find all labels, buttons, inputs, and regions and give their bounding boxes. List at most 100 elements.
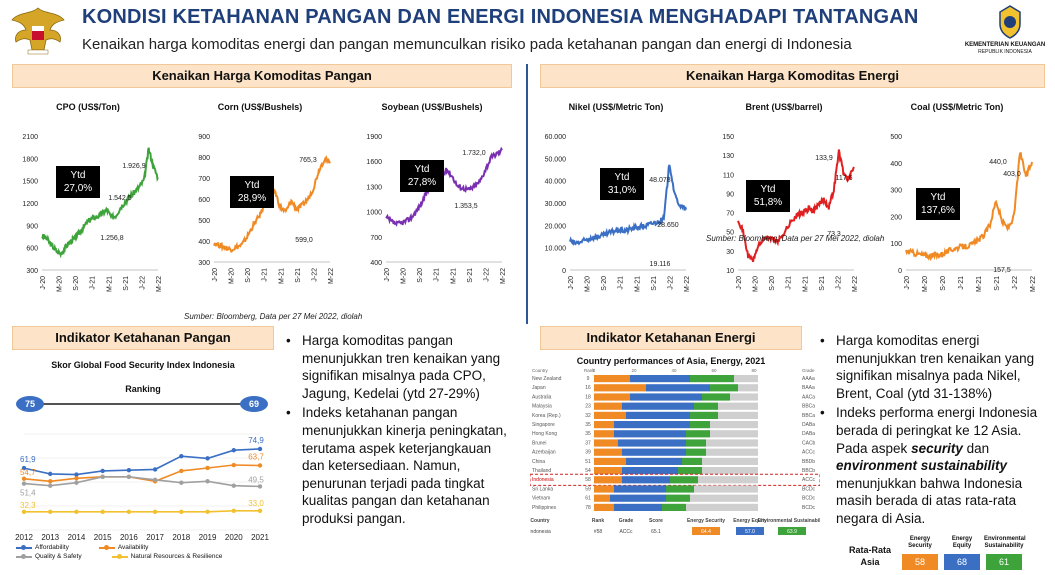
- fsi-year-label: 2015: [94, 533, 112, 542]
- xtick-label: J-22: [835, 276, 842, 290]
- energy-bar-remainder: [706, 439, 758, 447]
- energy-rank-label: 23: [585, 404, 591, 410]
- ytick-label: 1800: [22, 156, 38, 163]
- energy-rank-label: 35: [585, 422, 591, 428]
- energy-rank-label: 37: [585, 440, 591, 446]
- energy-rank-label: 78: [585, 505, 591, 511]
- xtick-label: J-20: [736, 276, 743, 290]
- ytick-label: 90: [726, 191, 734, 198]
- fsi-point: [100, 474, 105, 480]
- xtick-label: M-20: [401, 268, 408, 284]
- price-annotation: 1.926,9: [122, 163, 145, 170]
- energy-bullets: Harga komoditas energi menunjukkan tren …: [820, 332, 1048, 530]
- xtick-label: M-21: [976, 276, 983, 292]
- ytick-label: 700: [198, 176, 210, 183]
- energy-footer-box: [736, 527, 764, 535]
- ytick-label: 0: [562, 268, 566, 275]
- xtick-label: S-21: [651, 276, 658, 291]
- energy-footer-header: Score: [649, 518, 663, 524]
- energy-country-label: Australia: [532, 394, 552, 400]
- xtick-label: S-20: [940, 276, 947, 291]
- energy-grade-label: CACb: [802, 440, 816, 446]
- xtick-label: M-21: [634, 276, 641, 292]
- vertical-divider: [526, 64, 528, 324]
- xtick-label: J-20: [904, 276, 911, 290]
- energy-bar-segment: [594, 421, 614, 429]
- ytick-label: 10.000: [545, 246, 567, 253]
- price-series-line: [569, 164, 687, 247]
- fsi-point: [126, 467, 132, 473]
- fsi-annotation: 54,7: [20, 468, 36, 477]
- energy-rank-label: 32: [585, 413, 591, 419]
- fsi-point: [48, 479, 53, 484]
- fsi-point: [231, 483, 236, 488]
- ytick-label: 70: [726, 211, 734, 218]
- energy-rank-label: 51: [585, 459, 591, 465]
- energy-country-label: Singapore: [532, 422, 555, 428]
- fsi-point: [126, 509, 132, 515]
- fsi-point: [48, 483, 53, 488]
- price-chart-title-0: CPO (US$/Ton): [56, 102, 120, 112]
- energy-perf-chart: Country Rank Grade 0 20 40 60 80 New Zealand 9 AAA…: [530, 368, 820, 535]
- fsi-point: [21, 509, 27, 515]
- ytick-label: 1000: [366, 210, 382, 217]
- energy-footer-value: 63.9: [787, 529, 797, 535]
- price-series-line: [385, 146, 503, 227]
- fsi-point: [205, 479, 210, 484]
- fsi-ranking-label: Ranking: [125, 384, 161, 394]
- energy-footer-box: [778, 527, 806, 535]
- energy-bar-segment: [662, 503, 686, 511]
- xtick-label: J-21: [786, 276, 793, 290]
- rank-start-badge: [16, 396, 44, 412]
- energy-bar-segment: [594, 402, 622, 410]
- xtick-label: M-21: [106, 276, 113, 292]
- ytick-label: 50: [726, 230, 734, 237]
- ytick-label: 400: [198, 239, 210, 246]
- fsi-series-line: [23, 476, 261, 488]
- ytick-label: 30: [726, 249, 734, 256]
- energy-grade-label: BBDb: [802, 459, 815, 465]
- energy-bar-segment: [630, 375, 690, 383]
- xtick-label: J-22: [483, 268, 490, 282]
- xtick-label: S-20: [245, 268, 252, 283]
- energy-bar-segment: [666, 485, 694, 493]
- energy-rank-label: 39: [585, 450, 591, 456]
- energy-grade-label: BBCb: [802, 468, 815, 474]
- energy-bar-remainder: [702, 467, 758, 475]
- xtick-label: M-20: [229, 268, 236, 284]
- legend-availability: Availability: [98, 544, 148, 551]
- xtick-label: S-21: [123, 276, 130, 291]
- xtick-label: M-22: [852, 276, 859, 292]
- energy-footer-header: Energy Equity: [733, 518, 767, 524]
- fsi-point: [205, 456, 210, 461]
- fsi-point: [257, 446, 263, 452]
- price-annotation: 440,0: [989, 159, 1007, 166]
- fsi-legend: Affordability Availability Quality & Saf…: [16, 544, 276, 560]
- ytick-label: 110: [723, 172, 734, 179]
- energy-bar-remainder: [694, 485, 758, 493]
- price-annotation: 599,0: [295, 237, 313, 244]
- ytick-label: 500: [890, 134, 902, 141]
- xtick-label: J-21: [618, 276, 625, 290]
- xtick-label: S-21: [994, 276, 1001, 291]
- energy-country-label: Malaysia: [532, 404, 552, 410]
- fsi-point: [126, 474, 132, 480]
- fsi-chart: 75 69 61,9 54,7 51,4 32,3 74,9 63,7 49,5 33,0 2012…: [15, 396, 269, 542]
- fsi-point: [179, 480, 184, 485]
- fsi-point: [179, 468, 184, 474]
- xtick-label: M-22: [1030, 276, 1037, 292]
- energy-xtick: 60: [711, 368, 717, 373]
- ytick-label: 300: [890, 188, 902, 195]
- fsi-year-label: 2018: [172, 533, 190, 542]
- energy-footer-header: Country: [530, 518, 549, 524]
- price-annotation: 117,6: [836, 175, 853, 182]
- fsi-year-label: 2014: [68, 533, 86, 542]
- fsi-year-label: 2016: [120, 533, 138, 542]
- ytd-value: 31,0%: [607, 185, 637, 196]
- ytick-label: 400: [890, 161, 902, 168]
- energy-rank-label: 9: [587, 376, 590, 382]
- fsi-point: [179, 509, 184, 515]
- energy-grade-label: AAAa: [802, 376, 815, 382]
- xtick-label: M-22: [684, 276, 691, 292]
